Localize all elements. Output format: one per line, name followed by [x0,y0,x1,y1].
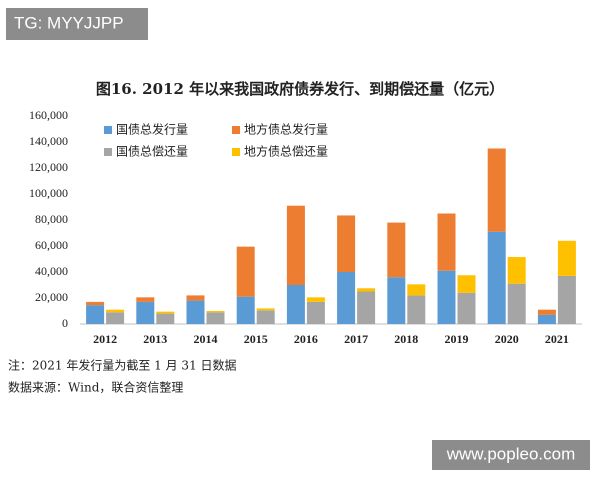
bar [387,222,406,278]
chart-title: 图16. 2012 年以来我国政府债券发行、到期偿还量（亿元） [96,80,504,98]
y-tick-label: 20,000 [35,290,68,304]
bar [407,295,426,324]
bar [286,285,305,324]
y-tick-label: 80,000 [35,212,68,226]
bar [156,313,175,324]
bar [557,275,576,324]
bar [337,215,356,272]
bar [457,292,476,324]
legend-swatch [232,126,240,134]
bar [437,270,456,324]
bar [557,240,576,276]
bar [86,305,105,324]
y-tick-label: 160,000 [29,108,68,122]
bar [407,284,426,296]
bar [306,297,325,302]
x-tick-label: 2019 [445,332,469,346]
bar [186,300,205,324]
legend-label: 地方债总偿还量 [244,144,328,159]
bar [236,296,255,324]
bar [256,310,275,324]
x-tick-label: 2020 [495,332,519,346]
bar [537,309,556,315]
x-tick-label: 2021 [545,332,569,346]
bar [106,309,125,313]
x-tick-label: 2018 [394,332,418,346]
y-tick-label: 120,000 [29,160,68,174]
bar [256,308,275,311]
bar [387,277,406,324]
bar [306,301,325,324]
bar [106,312,125,324]
bar [507,283,526,324]
x-tick-label: 2016 [294,332,318,346]
y-tick-label: 40,000 [35,264,68,278]
bar [507,257,526,284]
bar [206,312,225,324]
bar [136,301,155,324]
bar [286,205,305,285]
legend-label: 国债总发行量 [116,122,188,137]
bar [206,311,225,313]
bar [437,213,456,271]
bar [357,291,376,324]
x-tick-label: 2013 [143,332,167,346]
bar [86,301,105,306]
watermark-text: www.popleo.com [446,444,576,463]
watermark-box [432,440,590,470]
bar [136,297,155,302]
watermark-text: TG: MYYJJPP [14,13,124,32]
legend-swatch [104,148,112,156]
y-tick-label: 60,000 [35,238,68,252]
bar [236,246,255,297]
x-tick-label: 2015 [244,332,268,346]
bar [487,148,506,232]
x-tick-label: 2017 [344,332,368,346]
x-tick-label: 2012 [93,332,117,346]
note: 数据来源：Wind，联合资信整理 [8,380,183,395]
bar [357,288,376,292]
note: 注：2021 年发行量为截至 1 月 31 日数据 [8,358,237,373]
bar [537,314,556,324]
legend-swatch [104,126,112,134]
bar [337,272,356,324]
watermark-box [6,8,148,40]
x-tick-label: 2014 [194,332,218,346]
y-tick-label: 140,000 [29,134,68,148]
legend-label: 地方债总发行量 [244,122,328,137]
y-tick-label: 0 [62,316,68,330]
bar [457,275,476,293]
legend-swatch [232,148,240,156]
bar [186,295,205,301]
y-tick-label: 100,000 [29,186,68,200]
bar [156,311,175,314]
legend-label: 国债总偿还量 [116,144,188,159]
bar [487,231,506,324]
